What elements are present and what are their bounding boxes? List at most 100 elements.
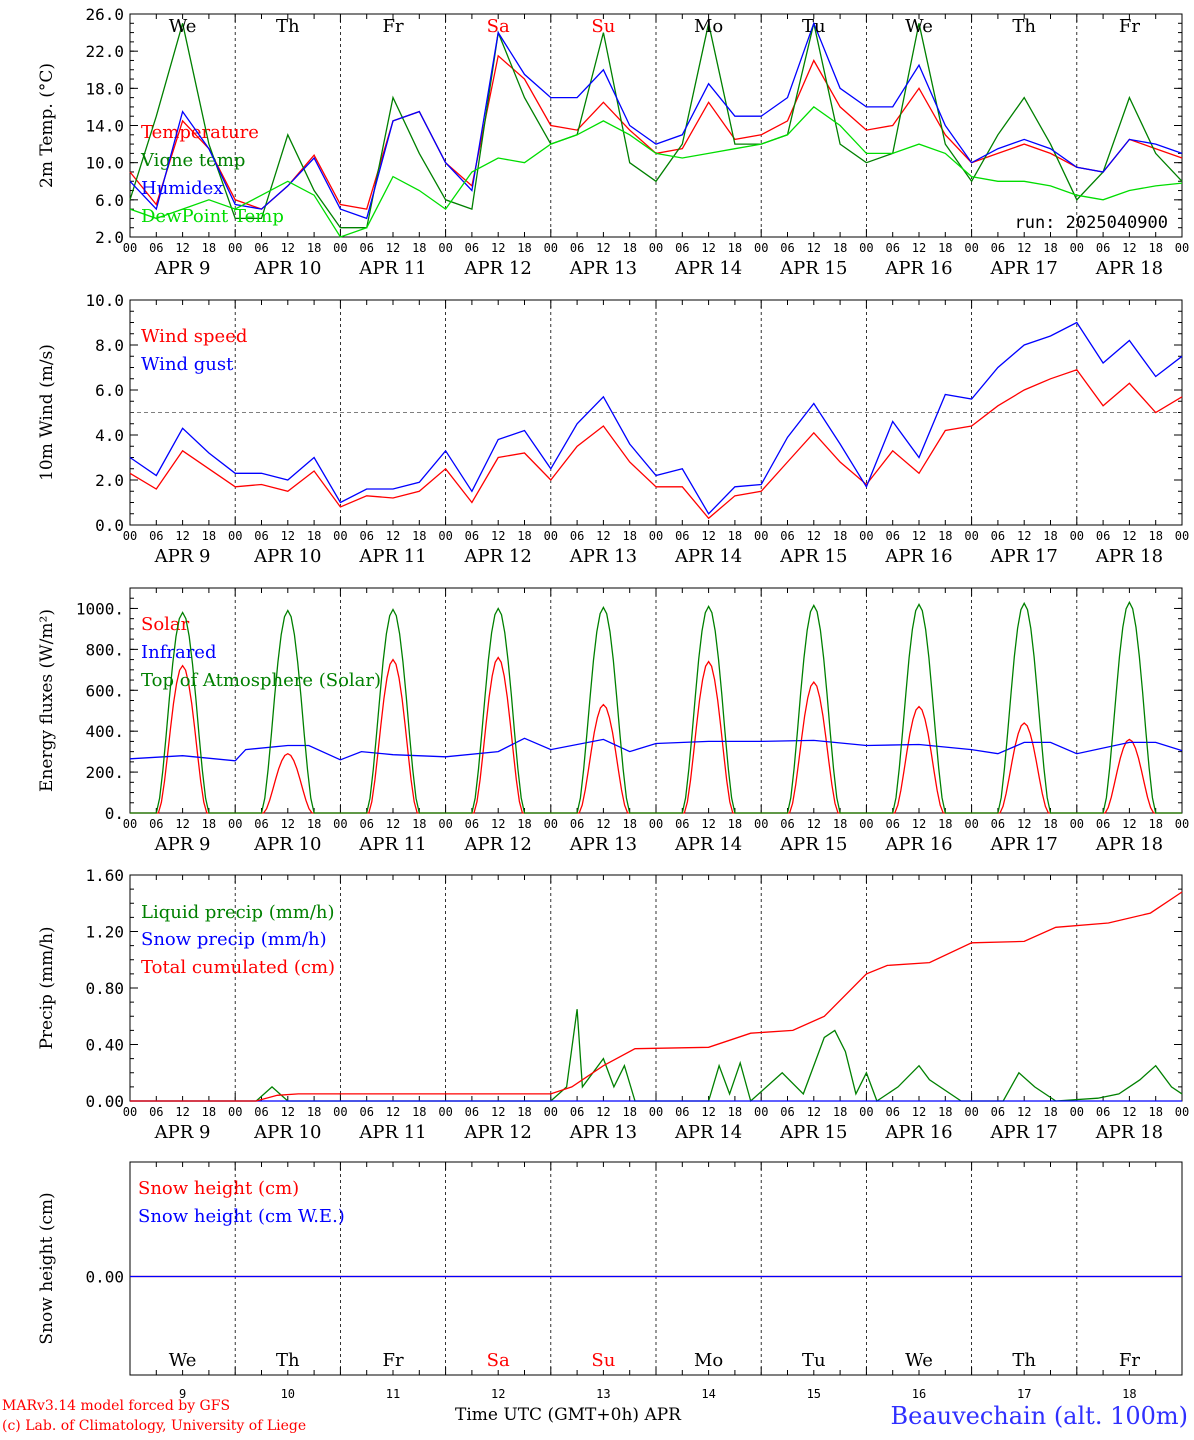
hour-tick-label: 06 [570, 1105, 584, 1119]
hour-tick-label: 06 [675, 817, 689, 831]
hour-tick-label: 18 [517, 817, 531, 831]
hour-tick-label: 18 [622, 817, 636, 831]
legend-label: Vigne temp [140, 150, 245, 171]
hour-tick-label: 18 [833, 529, 847, 543]
hour-tick-label: 06 [465, 817, 479, 831]
date-label: APR 12 [464, 546, 532, 567]
date-label: APR 10 [253, 834, 321, 855]
hour-tick-label: 12 [1122, 241, 1136, 255]
hour-tick-label: 18 [1148, 529, 1162, 543]
day-name-label: Tu [802, 1350, 826, 1371]
hour-tick-label: 12 [491, 1105, 505, 1119]
y-tick-label: 8.0 [95, 336, 124, 355]
hour-tick-label: 18 [307, 817, 321, 831]
hour-tick-label: 18 [412, 817, 426, 831]
hour-tick-label: 06 [359, 1105, 373, 1119]
hour-tick-label: 06 [1096, 1105, 1110, 1119]
hour-tick-label: 06 [465, 1105, 479, 1119]
day-number-label: 15 [807, 1387, 821, 1401]
plot-frame [129, 13, 1183, 238]
date-label: APR 10 [253, 546, 321, 567]
hour-tick-label: 12 [596, 817, 610, 831]
y-tick-label: 0.40 [85, 1036, 124, 1055]
hour-tick-label: 06 [885, 817, 899, 831]
hour-tick-label: 18 [517, 1105, 531, 1119]
hour-tick-label: 06 [570, 529, 584, 543]
hour-tick-label: 12 [596, 529, 610, 543]
hour-tick-label: 00 [859, 529, 873, 543]
hour-tick-label: 18 [938, 529, 952, 543]
run-label: run: 2025040900 [1014, 213, 1168, 233]
y-axis-label: 2m Temp. (°C) [37, 63, 57, 188]
series-line [129, 21, 1183, 220]
legend-label: Snow height (cm) [138, 1178, 299, 1199]
hour-tick-label: 06 [149, 529, 163, 543]
hour-tick-label: 12 [596, 1105, 610, 1119]
panel-2: 00 06 12 18 00 06 12 18 00 06 12 18 00 06 12 18 00 06 12 18… [37, 291, 1189, 567]
date-label: APR 11 [358, 258, 426, 279]
hour-tick-label: 12 [175, 529, 189, 543]
date-label: APR 18 [1095, 1122, 1163, 1143]
y-tick-label: 600. [85, 681, 124, 700]
date-label: APR 14 [674, 834, 742, 855]
hour-tick-label: 06 [570, 241, 584, 255]
hour-tick-label: 12 [386, 817, 400, 831]
y-tick-label: 0.80 [85, 979, 124, 998]
hour-tick-label: 18 [307, 529, 321, 543]
date-label: APR 11 [358, 834, 426, 855]
hour-tick-label: 18 [938, 817, 952, 831]
y-tick-label: 14.0 [85, 117, 124, 136]
date-label: APR 12 [464, 834, 532, 855]
date-label: APR 13 [569, 1122, 637, 1143]
hour-tick-label: 12 [386, 1105, 400, 1119]
y-tick-label: 1.60 [85, 866, 124, 885]
hour-tick-label: 06 [885, 1105, 899, 1119]
day-name-label: Fr [1119, 1350, 1140, 1371]
date-label: APR 9 [154, 546, 211, 567]
hour-tick-label: 00 [228, 817, 242, 831]
hour-tick-label: 06 [465, 529, 479, 543]
hour-tick-label: 18 [833, 817, 847, 831]
date-label: APR 9 [154, 834, 211, 855]
series-line [129, 106, 1183, 238]
hour-tick-label: 06 [675, 241, 689, 255]
series-line [130, 1009, 1183, 1103]
day-number-label: 18 [1122, 1387, 1136, 1401]
legend-label: Total cumulated (cm) [141, 957, 335, 978]
legend-label: Infrared [141, 642, 216, 663]
hour-tick-label: 00 [1175, 241, 1189, 255]
hour-tick-label: 12 [175, 817, 189, 831]
date-label: APR 12 [464, 258, 532, 279]
hour-tick-label: 06 [991, 1105, 1005, 1119]
hour-tick-label: 06 [675, 1105, 689, 1119]
date-label: APR 18 [1095, 258, 1163, 279]
hour-tick-label: 12 [175, 241, 189, 255]
panel-3: 00 06 12 18 00 06 12 18 00 06 12 18 00 06 12 18 00 06 12 18… [37, 587, 1189, 855]
hour-tick-label: 18 [728, 817, 742, 831]
model-credit: MARv3.14 model forced by GFS [2, 1398, 231, 1414]
hour-tick-label: 18 [307, 1105, 321, 1119]
date-label: APR 17 [990, 1122, 1058, 1143]
hour-tick-label: 18 [202, 529, 216, 543]
hour-tick-label: 00 [754, 1105, 768, 1119]
hour-tick-label: 06 [359, 817, 373, 831]
hour-tick-label: 12 [912, 1105, 926, 1119]
date-label: APR 15 [779, 258, 847, 279]
hour-tick-label: 06 [780, 817, 794, 831]
hour-tick-label: 18 [622, 1105, 636, 1119]
date-label: APR 11 [358, 546, 426, 567]
hour-tick-label: 18 [1043, 817, 1057, 831]
y-tick-label: 6.0 [95, 381, 124, 400]
hour-tick-label: 00 [123, 529, 137, 543]
hour-tick-label: 06 [991, 529, 1005, 543]
y-tick-label: 0.00 [85, 1268, 124, 1287]
y-tick-label: 22.0 [85, 42, 124, 61]
hour-tick-label: 06 [780, 529, 794, 543]
hour-tick-label: 18 [1148, 241, 1162, 255]
hour-tick-label: 00 [754, 817, 768, 831]
hour-tick-label: 12 [807, 1105, 821, 1119]
hour-tick-label: 06 [254, 241, 268, 255]
hour-tick-label: 18 [1148, 817, 1162, 831]
hour-tick-label: 12 [1122, 817, 1136, 831]
hour-tick-label: 18 [202, 817, 216, 831]
